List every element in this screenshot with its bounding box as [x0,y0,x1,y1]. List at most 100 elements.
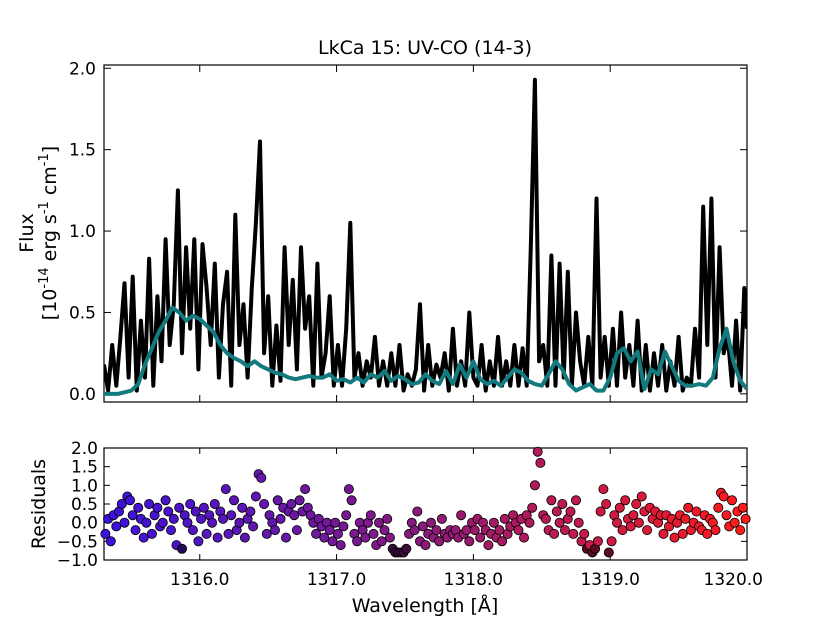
residual-point [259,498,270,509]
residual-point [105,536,116,547]
residual-point [683,502,694,513]
residual-point [620,495,631,506]
ylabel-mid2: cm [39,166,61,201]
residual-point [176,543,187,554]
residual-point [702,528,713,539]
flux-y-label-line1: Flux [16,213,38,253]
residual-point [546,495,557,506]
residual-point [532,446,543,457]
residual-point [198,502,209,513]
residual-point [475,532,486,543]
residual-point [527,502,538,513]
residuals-y-tick-label: 2.0 [71,439,98,459]
residual-point [628,510,639,521]
residual-point [560,525,571,536]
residual-point [228,495,239,506]
residual-point [436,513,447,524]
residual-point [680,513,691,524]
residual-point [642,525,653,536]
residual-point [324,525,335,536]
residual-point [368,528,379,539]
residual-point [677,528,688,539]
residual-point [469,525,480,536]
flux-series [104,77,747,396]
residual-point [138,532,149,543]
flux-observed-line [104,77,747,393]
residual-point [234,517,245,528]
residual-point [261,528,272,539]
flux-plot-area [103,64,748,403]
residual-point [141,517,152,528]
residuals-y-tick-label: 0.5 [71,495,98,515]
residual-point [125,495,136,506]
residual-point [182,517,193,528]
residual-point [721,510,732,521]
residual-point [245,506,256,517]
residual-point [373,517,384,528]
residual-point [633,517,644,528]
residual-point [557,498,568,509]
x-tick-label: 1320.0 [704,570,763,590]
residual-point [614,502,625,513]
residual-point [551,506,562,517]
residual-point [338,521,349,532]
residual-point [174,502,185,513]
residual-point [540,513,551,524]
residual-point [152,502,163,513]
residual-point [319,532,330,543]
residuals-y-label: Residuals [28,459,50,549]
flux-y-tick-label: 0.0 [69,385,96,405]
residual-point [201,528,212,539]
residual-point [601,498,612,509]
residual-point [524,517,535,528]
residual-point [286,498,297,509]
residual-point [417,521,428,532]
residual-point [289,510,300,521]
residual-point [207,517,218,528]
residual-point [280,532,291,543]
flux-y-label-line2: [10-14 erg s-1 cm-1] [37,146,61,320]
residual-point [631,498,642,509]
residuals-x-ticks: 1316.0 1317.0 1318.0 1319.0 1320.0 [170,448,763,590]
ylabel-mid1: erg s [39,214,61,267]
ylabel-open: [10 [39,289,61,321]
residual-point [237,502,248,513]
residual-point [718,491,729,502]
flux-y-tick-label: 1.0 [69,222,96,242]
residual-point [456,510,467,521]
residual-point [598,484,609,495]
residual-point [196,513,207,524]
residual-point [513,525,524,536]
residuals-panel: −1.0−0.50.00.51.01.52.0 1316.0 1317.0 1318… [57,439,763,590]
residual-point [713,502,724,513]
residuals-y-ticks: −1.0−0.50.00.51.01.52.0 [57,439,747,571]
residual-point [549,528,560,539]
residual-point [248,521,259,532]
x-axis-label: Wavelength [Å] [352,594,499,617]
residual-point [212,532,223,543]
residual-point [187,525,198,536]
residual-point [483,540,494,551]
residual-point [497,536,508,547]
residual-point [294,495,305,506]
residual-point [401,543,412,554]
residual-point [300,484,311,495]
residual-point [256,472,267,483]
residual-point [425,517,436,528]
residual-point [193,536,204,547]
ylabel-exp2: -1 [37,201,52,214]
chart-title: LkCa 15: UV-CO (14-3) [318,37,532,59]
residual-point [412,506,423,517]
residual-point [341,510,352,521]
residual-point [160,495,171,506]
flux-y-tick-label: 0.5 [69,303,96,323]
flux-y-tick-label: 1.5 [69,141,96,161]
residual-point [111,521,122,532]
flux-y-ticks: 0.0 0.5 1.0 1.5 2.0 [69,59,747,405]
residual-point [494,525,505,536]
residual-point [330,517,341,528]
residual-point [157,517,168,528]
residual-point [529,480,540,491]
residual-point [209,498,220,509]
